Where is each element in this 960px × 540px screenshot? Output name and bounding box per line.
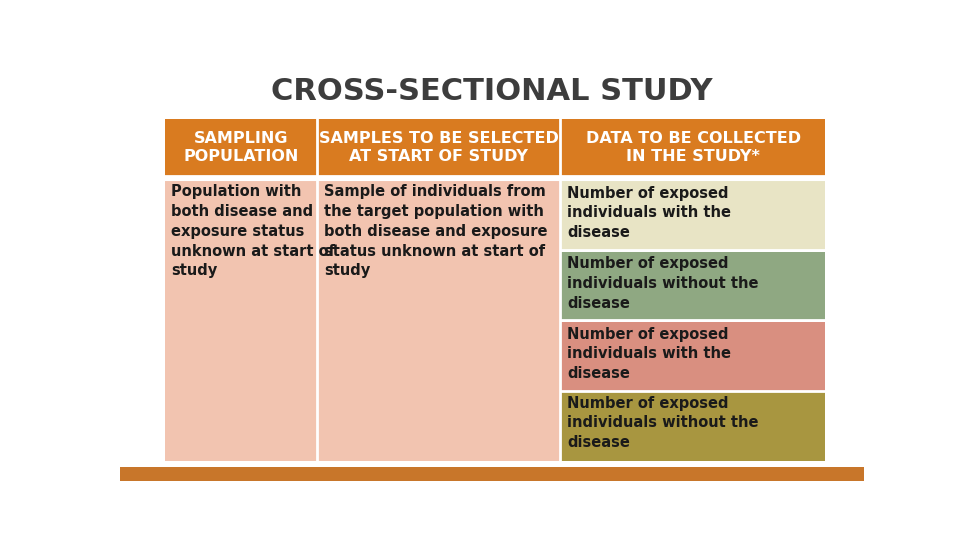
Text: Number of exposed
individuals with the
disease: Number of exposed individuals with the d… — [567, 327, 732, 381]
Bar — [165, 179, 317, 461]
Bar — [562, 391, 826, 461]
Bar — [165, 119, 317, 177]
Text: DATA TO BE COLLECTED
IN THE STUDY*: DATA TO BE COLLECTED IN THE STUDY* — [586, 131, 801, 164]
Text: SAMPLES TO BE SELECTED
AT START OF STUDY: SAMPLES TO BE SELECTED AT START OF STUDY — [319, 131, 559, 164]
Text: Sample of individuals from
the target population with
both disease and exposure
: Sample of individuals from the target po… — [324, 184, 548, 278]
Text: SAMPLING
POPULATION: SAMPLING POPULATION — [183, 131, 299, 164]
Text: Number of exposed
individuals without the
disease: Number of exposed individuals without th… — [567, 256, 758, 310]
Bar — [562, 119, 826, 177]
Text: CROSS-SECTIONAL STUDY: CROSS-SECTIONAL STUDY — [272, 77, 712, 106]
Bar — [562, 181, 826, 250]
Bar — [318, 119, 560, 177]
Bar — [318, 179, 560, 461]
Bar — [562, 252, 826, 320]
Bar — [120, 467, 864, 481]
Bar — [562, 322, 826, 391]
Text: Number of exposed
individuals with the
disease: Number of exposed individuals with the d… — [567, 186, 732, 240]
Text: Number of exposed
individuals without the
disease: Number of exposed individuals without th… — [567, 395, 758, 450]
Text: Population with
both disease and
exposure status
unknown at start of
study: Population with both disease and exposur… — [171, 184, 335, 278]
